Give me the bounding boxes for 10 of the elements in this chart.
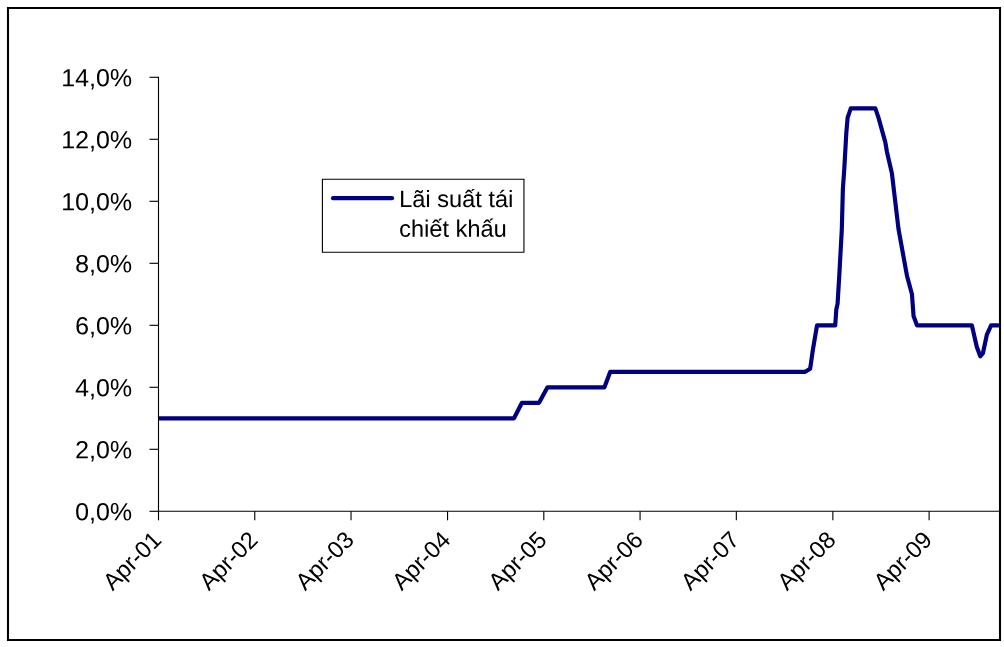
legend-label: Lãi suất tái chiết khấu (400, 188, 512, 237)
y-tick-label: 12,0% (63, 130, 132, 152)
y-tick-label: 6,0% (76, 316, 132, 338)
line-series (158, 106, 999, 421)
y-tick-label: 0,0% (76, 502, 132, 524)
y-tick-label: 8,0% (76, 254, 132, 276)
y-tick-label: 10,0% (63, 192, 132, 214)
y-tick-label: 14,0% (63, 68, 132, 90)
y-tick-label: 2,0% (76, 440, 132, 462)
y-tick-label: 4,0% (75, 378, 132, 400)
